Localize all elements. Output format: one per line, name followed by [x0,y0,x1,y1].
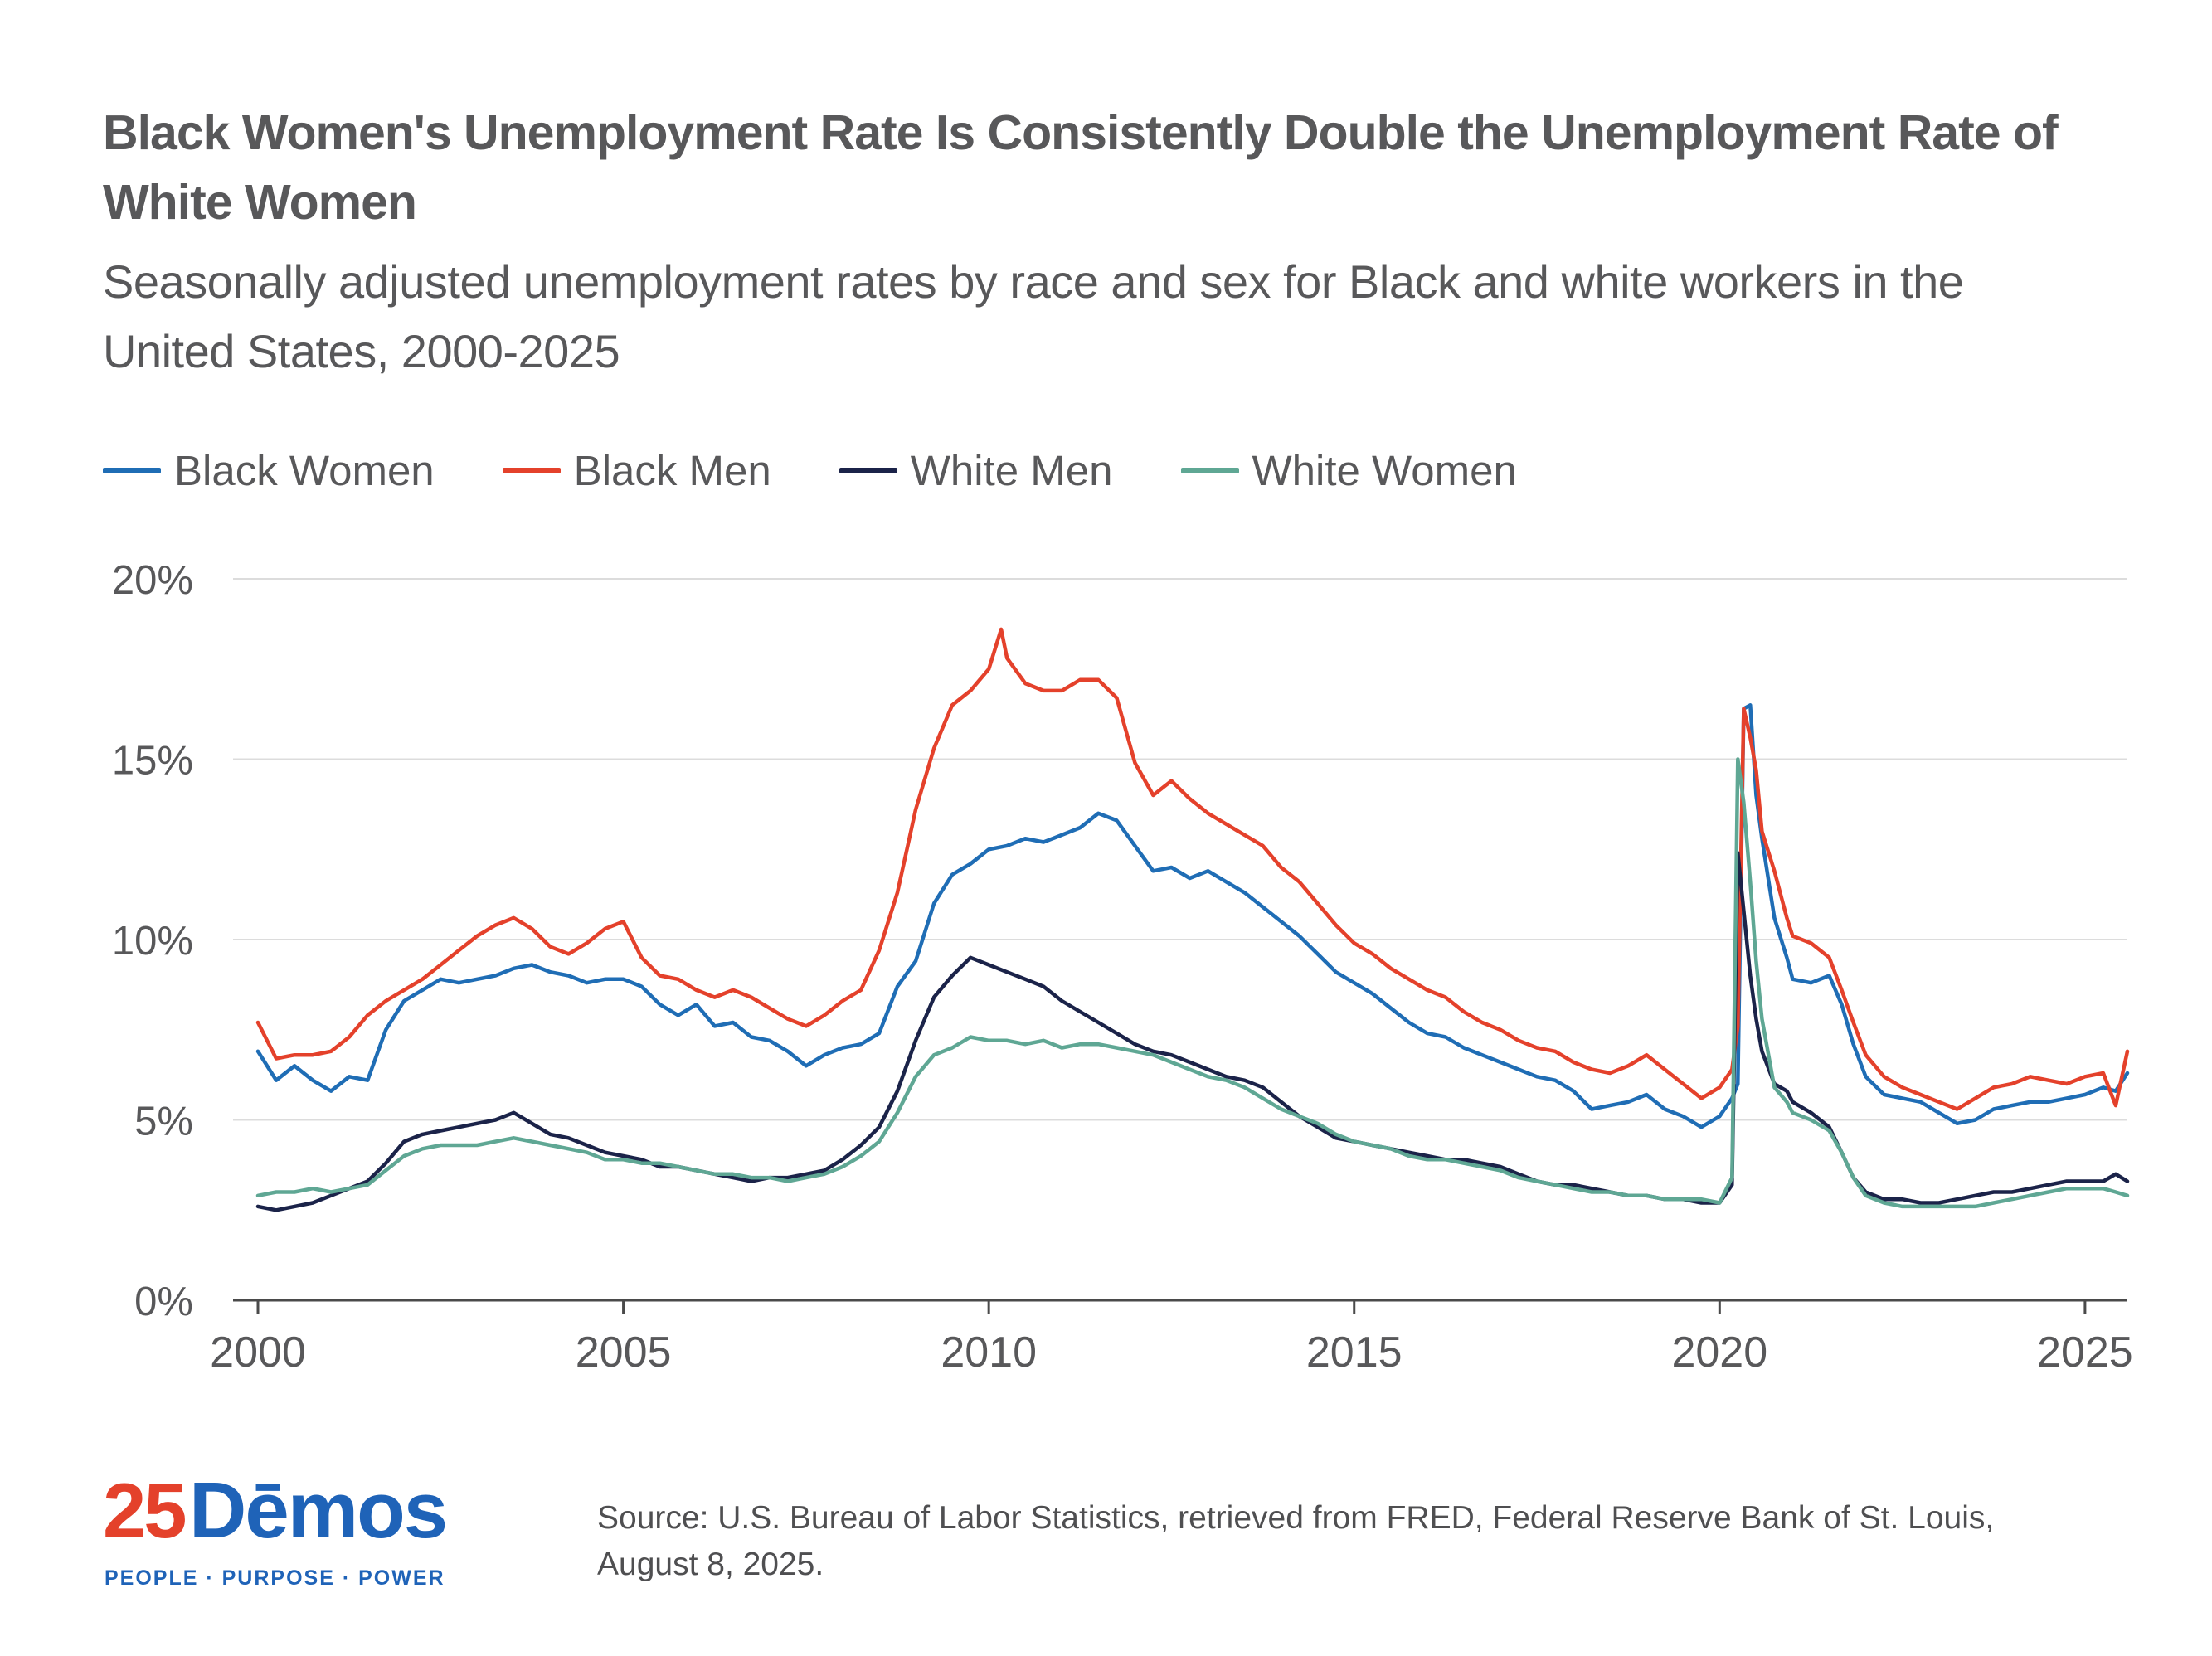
legend-item-black-women: Black Women [103,446,435,495]
x-tick-label: 2000 [210,1328,306,1377]
y-tick-label: 15% [112,739,193,784]
chart-legend: Black Women Black Men White Men White Wo… [103,441,1585,499]
x-axis: 2000 2005 2010 2015 2020 2025 [210,1299,2133,1377]
legend-label-white-men: White Men [910,446,1113,494]
x-tick-label: 2025 [2037,1328,2133,1377]
chart-subtitle: Seasonally adjusted unemployment rates b… [103,255,1964,377]
series-line-white-women [255,757,2130,1209]
legend-swatch-black-men [502,467,561,473]
legend-item-white-men: White Men [839,446,1113,495]
demos-logo: 25 Dēmos PEOPLE · PURPOSE · POWER [103,1469,451,1602]
x-tick-label: 2015 [1306,1328,1403,1377]
series-line-black-women [255,703,2130,1129]
series-line-white-men [255,851,2130,1212]
logo-anniversary-number: 25 [103,1467,187,1554]
source-note: Source: U.S. Bureau of Labor Statistics,… [597,1500,1995,1582]
x-tick-label: 2010 [941,1328,1037,1377]
gridlines [233,578,2127,1121]
x-tick-label: 2005 [576,1328,672,1377]
y-tick-label: 20% [112,558,193,603]
y-axis-labels: 0% 5% 10% 15% 20% [112,558,193,1324]
y-tick-label: 10% [112,919,193,964]
legend-label-white-women: White Women [1252,446,1517,494]
legend-swatch-white-men [839,467,897,473]
legend-item-white-women: White Women [1180,446,1517,495]
legend-item-black-men: Black Men [502,446,771,495]
series-lines [255,627,2130,1212]
legend-label-black-men: Black Men [573,446,771,494]
legend-swatch-white-women [1180,467,1239,473]
y-tick-label: 0% [134,1280,193,1324]
x-tick-label: 2020 [1671,1328,1767,1377]
y-tick-label: 5% [134,1100,193,1144]
series-line-black-men [255,627,2130,1111]
logo-tagline: PEOPLE · PURPOSE · POWER [105,1566,445,1590]
legend-label-black-women: Black Women [174,446,435,494]
legend-swatch-black-women [103,467,161,473]
chart-title: Black Women's Unemployment Rate Is Consi… [103,105,2059,230]
logo-wordmark: Dēmos [189,1466,448,1555]
